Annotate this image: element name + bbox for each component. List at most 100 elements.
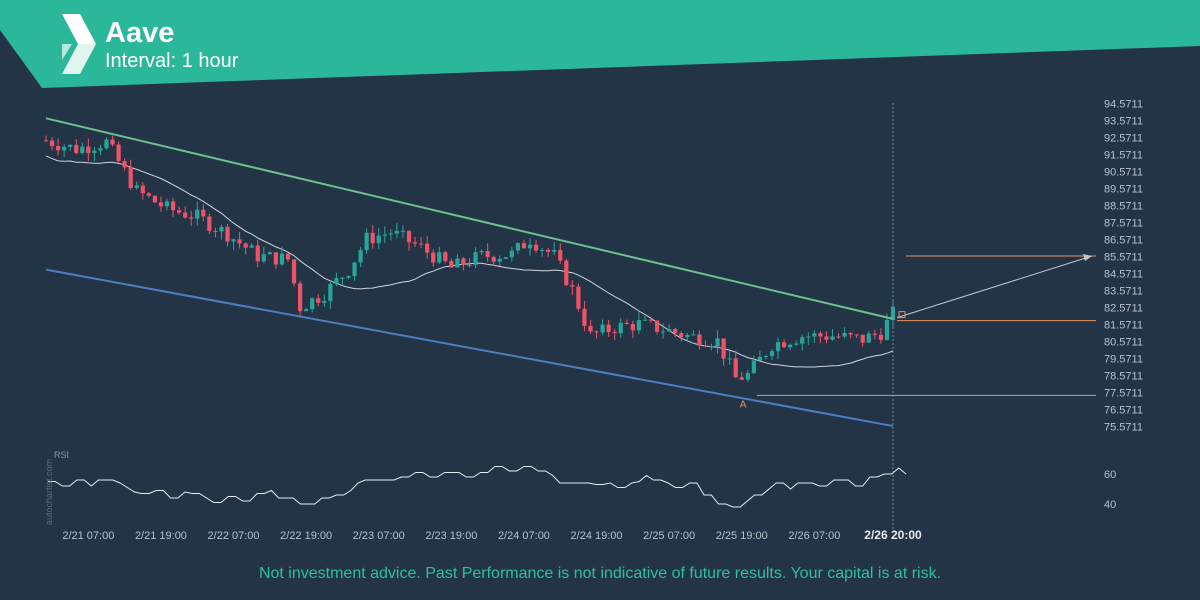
x-tick-label: 2/22 19:00	[280, 530, 332, 542]
y-tick-label: 76.5711	[1104, 405, 1143, 417]
y-tick-label: 80.5711	[1104, 337, 1143, 349]
candle-body	[43, 140, 49, 142]
candle-body	[830, 336, 835, 340]
candle-body	[158, 202, 164, 207]
candle-body	[630, 324, 635, 331]
candle-body	[600, 324, 605, 333]
candle-body	[745, 373, 750, 380]
rsi-panel: RSI 60 40	[48, 450, 1116, 511]
candle-body	[467, 264, 472, 266]
candle-body	[195, 209, 200, 219]
candle-body	[491, 256, 496, 262]
price-panel: A	[43, 103, 1096, 530]
header-band	[0, 0, 1200, 88]
candle-body	[691, 334, 696, 336]
candle-body	[358, 250, 363, 263]
candle-body	[443, 252, 448, 262]
candle-body	[558, 250, 563, 261]
candle-body	[86, 146, 91, 154]
candle-body	[455, 258, 460, 268]
breakout-marker	[898, 311, 906, 319]
y-axis: 94.5711 93.5711 92.5711 91.5711 90.5711 89.57…	[1104, 99, 1143, 434]
watermark-text: autochartist.com	[44, 458, 54, 525]
autochartist-logo-icon	[62, 14, 96, 74]
candle-body	[400, 230, 406, 232]
candle-body	[872, 333, 877, 335]
candle-body	[539, 249, 545, 251]
candle-body	[152, 195, 158, 203]
candle-body	[183, 212, 188, 218]
candle-body	[806, 336, 811, 338]
candle-body	[842, 332, 847, 337]
candle-body	[140, 185, 145, 194]
candle-body	[201, 209, 206, 217]
candle-body	[243, 243, 248, 248]
resistance-line	[45, 117, 894, 320]
y-tick-label: 88.5711	[1104, 201, 1143, 213]
candle-body	[788, 344, 793, 348]
candle-body	[642, 319, 648, 321]
candle-body	[437, 252, 442, 263]
candle-body	[624, 322, 629, 325]
x-axis: 2/21 07:00 2/21 19:00 2/22 07:00 2/22 19:00…	[62, 528, 922, 542]
candle-body	[261, 254, 266, 262]
candle-body	[564, 260, 569, 286]
candle-body	[352, 262, 357, 276]
candle-body	[207, 216, 212, 231]
candle-body	[546, 249, 551, 252]
candle-body	[479, 250, 484, 253]
x-tick-label: 2/26 07:00	[788, 530, 840, 542]
candle-body	[739, 377, 744, 380]
candle-body	[890, 306, 896, 321]
rsi-label: RSI	[54, 450, 69, 460]
candle-body	[364, 232, 369, 251]
candle-body	[679, 333, 684, 338]
candle-body	[291, 259, 297, 284]
candle-body	[824, 336, 829, 340]
disclaimer-text: Not investment advice. Past Performance …	[258, 565, 942, 582]
candle-body	[297, 283, 303, 312]
x-tick-label-current: 2/26 20:00	[864, 528, 922, 542]
candle-body	[431, 252, 436, 263]
y-tick-label: 81.5711	[1104, 320, 1143, 332]
y-tick-label: 85.5711	[1104, 252, 1143, 264]
candle-body	[189, 217, 194, 219]
candle-body	[751, 360, 756, 374]
candle-body	[273, 252, 279, 265]
candle-body	[721, 338, 726, 359]
candle-body	[594, 331, 599, 333]
y-tick-label: 92.5711	[1104, 133, 1143, 145]
y-tick-label: 79.5711	[1104, 354, 1143, 366]
candle-body	[515, 243, 521, 251]
candle-body	[461, 258, 466, 265]
candle-body	[866, 333, 871, 343]
candle-body	[527, 244, 533, 249]
candle-body	[285, 253, 291, 260]
candle-body	[660, 331, 666, 333]
candle-body	[570, 285, 575, 287]
x-tick-label: 2/23 19:00	[425, 530, 477, 542]
candle-body	[848, 332, 853, 335]
candle-body	[781, 342, 787, 348]
candle-body	[703, 345, 708, 347]
candle-body	[812, 333, 817, 337]
forecast-arrow	[896, 255, 1093, 319]
candle-body	[249, 245, 254, 248]
forecast-arrowhead	[1083, 254, 1092, 262]
candle-body	[164, 201, 170, 207]
candle-body	[370, 232, 375, 244]
candle-body	[667, 329, 672, 332]
candle-body	[794, 343, 799, 345]
candle-body	[328, 283, 333, 301]
candle-body	[673, 329, 678, 334]
candle-body	[80, 146, 85, 153]
candle-body	[709, 346, 714, 348]
candle-body	[146, 193, 151, 196]
rsi-line	[48, 466, 907, 508]
x-tick-label: 2/25 19:00	[716, 530, 768, 542]
candle-body	[116, 144, 121, 162]
candle-body	[836, 336, 841, 338]
candle-body	[406, 230, 412, 243]
candle-body	[225, 226, 230, 242]
candle-body	[213, 230, 218, 232]
